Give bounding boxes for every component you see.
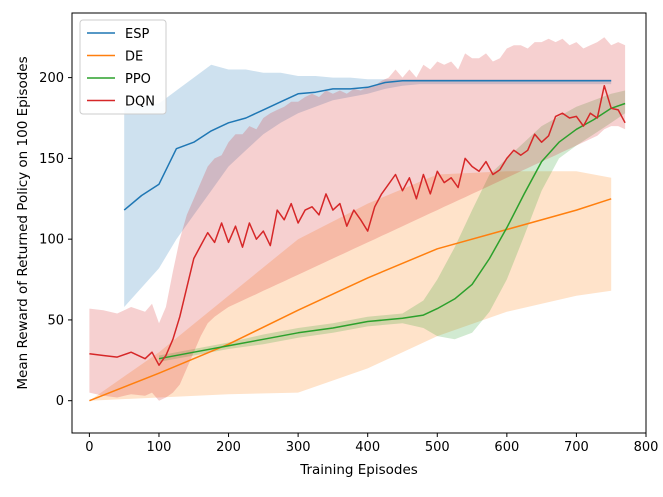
x-tick-label: 700 [564, 440, 589, 455]
x-tick-label: 600 [494, 440, 519, 455]
x-axis-label: Training Episodes [299, 462, 418, 478]
axes-frame [71, 12, 647, 434]
x-tick-label: 200 [216, 440, 241, 455]
series-lines [89, 80, 626, 402]
legend: ESP DE PPO DQN [79, 19, 167, 115]
legend-box [79, 19, 167, 115]
y-tick-label: 200 [39, 71, 64, 86]
ppo-line [158, 102, 626, 360]
y-axis-ticks: 0 50 100 150 200 [39, 71, 72, 409]
de-line [89, 198, 612, 402]
y-axis-label: Mean Reward of Returned Policy on 100 Ep… [15, 56, 31, 389]
legend-label-ppo: PPO [125, 72, 151, 87]
y-tick-label: 150 [39, 152, 64, 167]
legend-label-esp: ESP [125, 27, 149, 42]
dqn-confidence-band [89, 37, 626, 401]
y-tick-label: 50 [47, 313, 64, 328]
y-tick-label: 100 [39, 233, 64, 248]
x-axis-ticks: 0 100 200 300 400 500 600 700 800 [85, 433, 658, 455]
x-tick-label: 400 [355, 440, 380, 455]
esp-line [123, 80, 612, 211]
legend-label-de: DE [125, 50, 143, 65]
x-tick-label: 100 [147, 440, 172, 455]
y-tick-label: 0 [56, 394, 64, 409]
dqn-line [89, 84, 626, 366]
x-tick-label: 0 [85, 440, 93, 455]
ppo-confidence-band [159, 90, 626, 362]
x-tick-label: 500 [425, 440, 450, 455]
legend-label-dqn: DQN [125, 95, 155, 110]
x-tick-label: 800 [634, 440, 659, 455]
x-tick-label: 300 [286, 440, 311, 455]
esp-confidence-band [124, 64, 612, 307]
